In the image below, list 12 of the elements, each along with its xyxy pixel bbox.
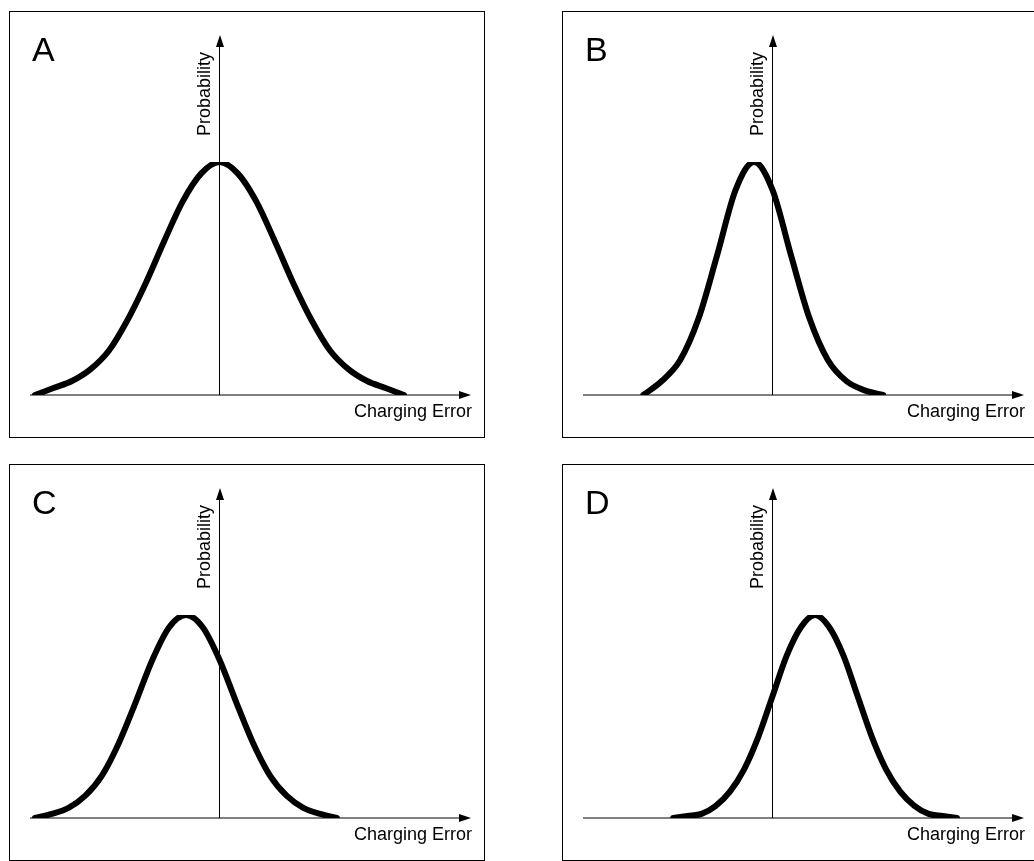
- x-axis-title: Charging Error: [906, 823, 1025, 844]
- chart-title: D: [585, 483, 610, 522]
- chart-title: B: [585, 30, 608, 69]
- y-axis-title: Probability: [747, 52, 768, 137]
- x-axis-title: Charging Error: [353, 823, 472, 844]
- y-axis-title: Probability: [194, 52, 215, 137]
- y-axis-title: Probability: [747, 505, 768, 590]
- x-axis-title: Charging Error: [353, 400, 472, 421]
- y-axis-title: Probability: [194, 505, 215, 590]
- chart-title: C: [32, 483, 57, 522]
- chart-title: A: [32, 30, 55, 69]
- x-axis-title: Charging Error: [906, 400, 1025, 421]
